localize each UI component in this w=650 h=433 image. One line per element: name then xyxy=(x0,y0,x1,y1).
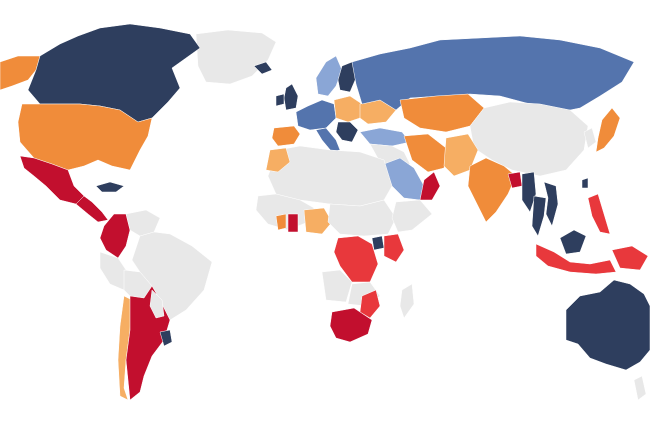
region-greenland[interactable] xyxy=(195,29,277,85)
region-kenya-uganda[interactable] xyxy=(383,233,405,263)
region-japan[interactable] xyxy=(595,107,621,153)
region-east-africa[interactable] xyxy=(391,199,433,233)
region-taiwan[interactable] xyxy=(581,177,589,189)
region-philippines[interactable] xyxy=(587,193,611,235)
region-iberia[interactable] xyxy=(271,125,301,147)
region-alaska[interactable] xyxy=(0,55,41,91)
region-ireland[interactable] xyxy=(275,93,285,107)
region-rwanda[interactable] xyxy=(371,235,385,251)
region-uk[interactable] xyxy=(283,83,299,111)
region-south-africa[interactable] xyxy=(329,307,373,343)
region-central-america[interactable] xyxy=(75,195,109,223)
region-paraguay[interactable] xyxy=(149,289,165,319)
region-myanmar[interactable] xyxy=(521,171,537,213)
region-russia[interactable] xyxy=(351,35,635,113)
region-korea[interactable] xyxy=(583,127,597,149)
region-colombia[interactable] xyxy=(99,213,131,259)
region-oman[interactable] xyxy=(419,171,441,201)
region-turkey[interactable] xyxy=(359,127,411,147)
region-central-europe[interactable] xyxy=(333,95,363,123)
region-balkans[interactable] xyxy=(335,121,359,143)
region-ivory-coast[interactable] xyxy=(275,213,287,231)
region-uruguay[interactable] xyxy=(159,329,173,347)
region-australia[interactable] xyxy=(565,279,650,371)
region-mongolia-china[interactable] xyxy=(469,101,589,177)
region-thailand[interactable] xyxy=(531,195,547,237)
region-malaysia[interactable] xyxy=(559,229,587,255)
region-iceland[interactable] xyxy=(253,61,273,75)
region-cuba[interactable] xyxy=(95,181,125,193)
region-new-zealand[interactable] xyxy=(633,375,647,401)
region-scandinavia[interactable] xyxy=(315,55,343,97)
region-central-africa[interactable] xyxy=(327,199,397,237)
region-nigeria[interactable] xyxy=(303,207,333,235)
region-iran[interactable] xyxy=(403,133,447,173)
region-morocco[interactable] xyxy=(265,147,291,173)
region-india[interactable] xyxy=(467,157,517,223)
region-indonesia[interactable] xyxy=(535,243,617,275)
region-madagascar[interactable] xyxy=(399,283,415,319)
region-papua[interactable] xyxy=(611,245,649,271)
region-angola[interactable] xyxy=(321,269,353,303)
region-ghana[interactable] xyxy=(287,213,299,233)
region-mozambique[interactable] xyxy=(359,289,381,319)
region-peru[interactable] xyxy=(99,251,127,291)
region-vietnam[interactable] xyxy=(543,181,559,227)
region-western-europe[interactable] xyxy=(295,99,337,131)
region-italy[interactable] xyxy=(315,127,341,153)
